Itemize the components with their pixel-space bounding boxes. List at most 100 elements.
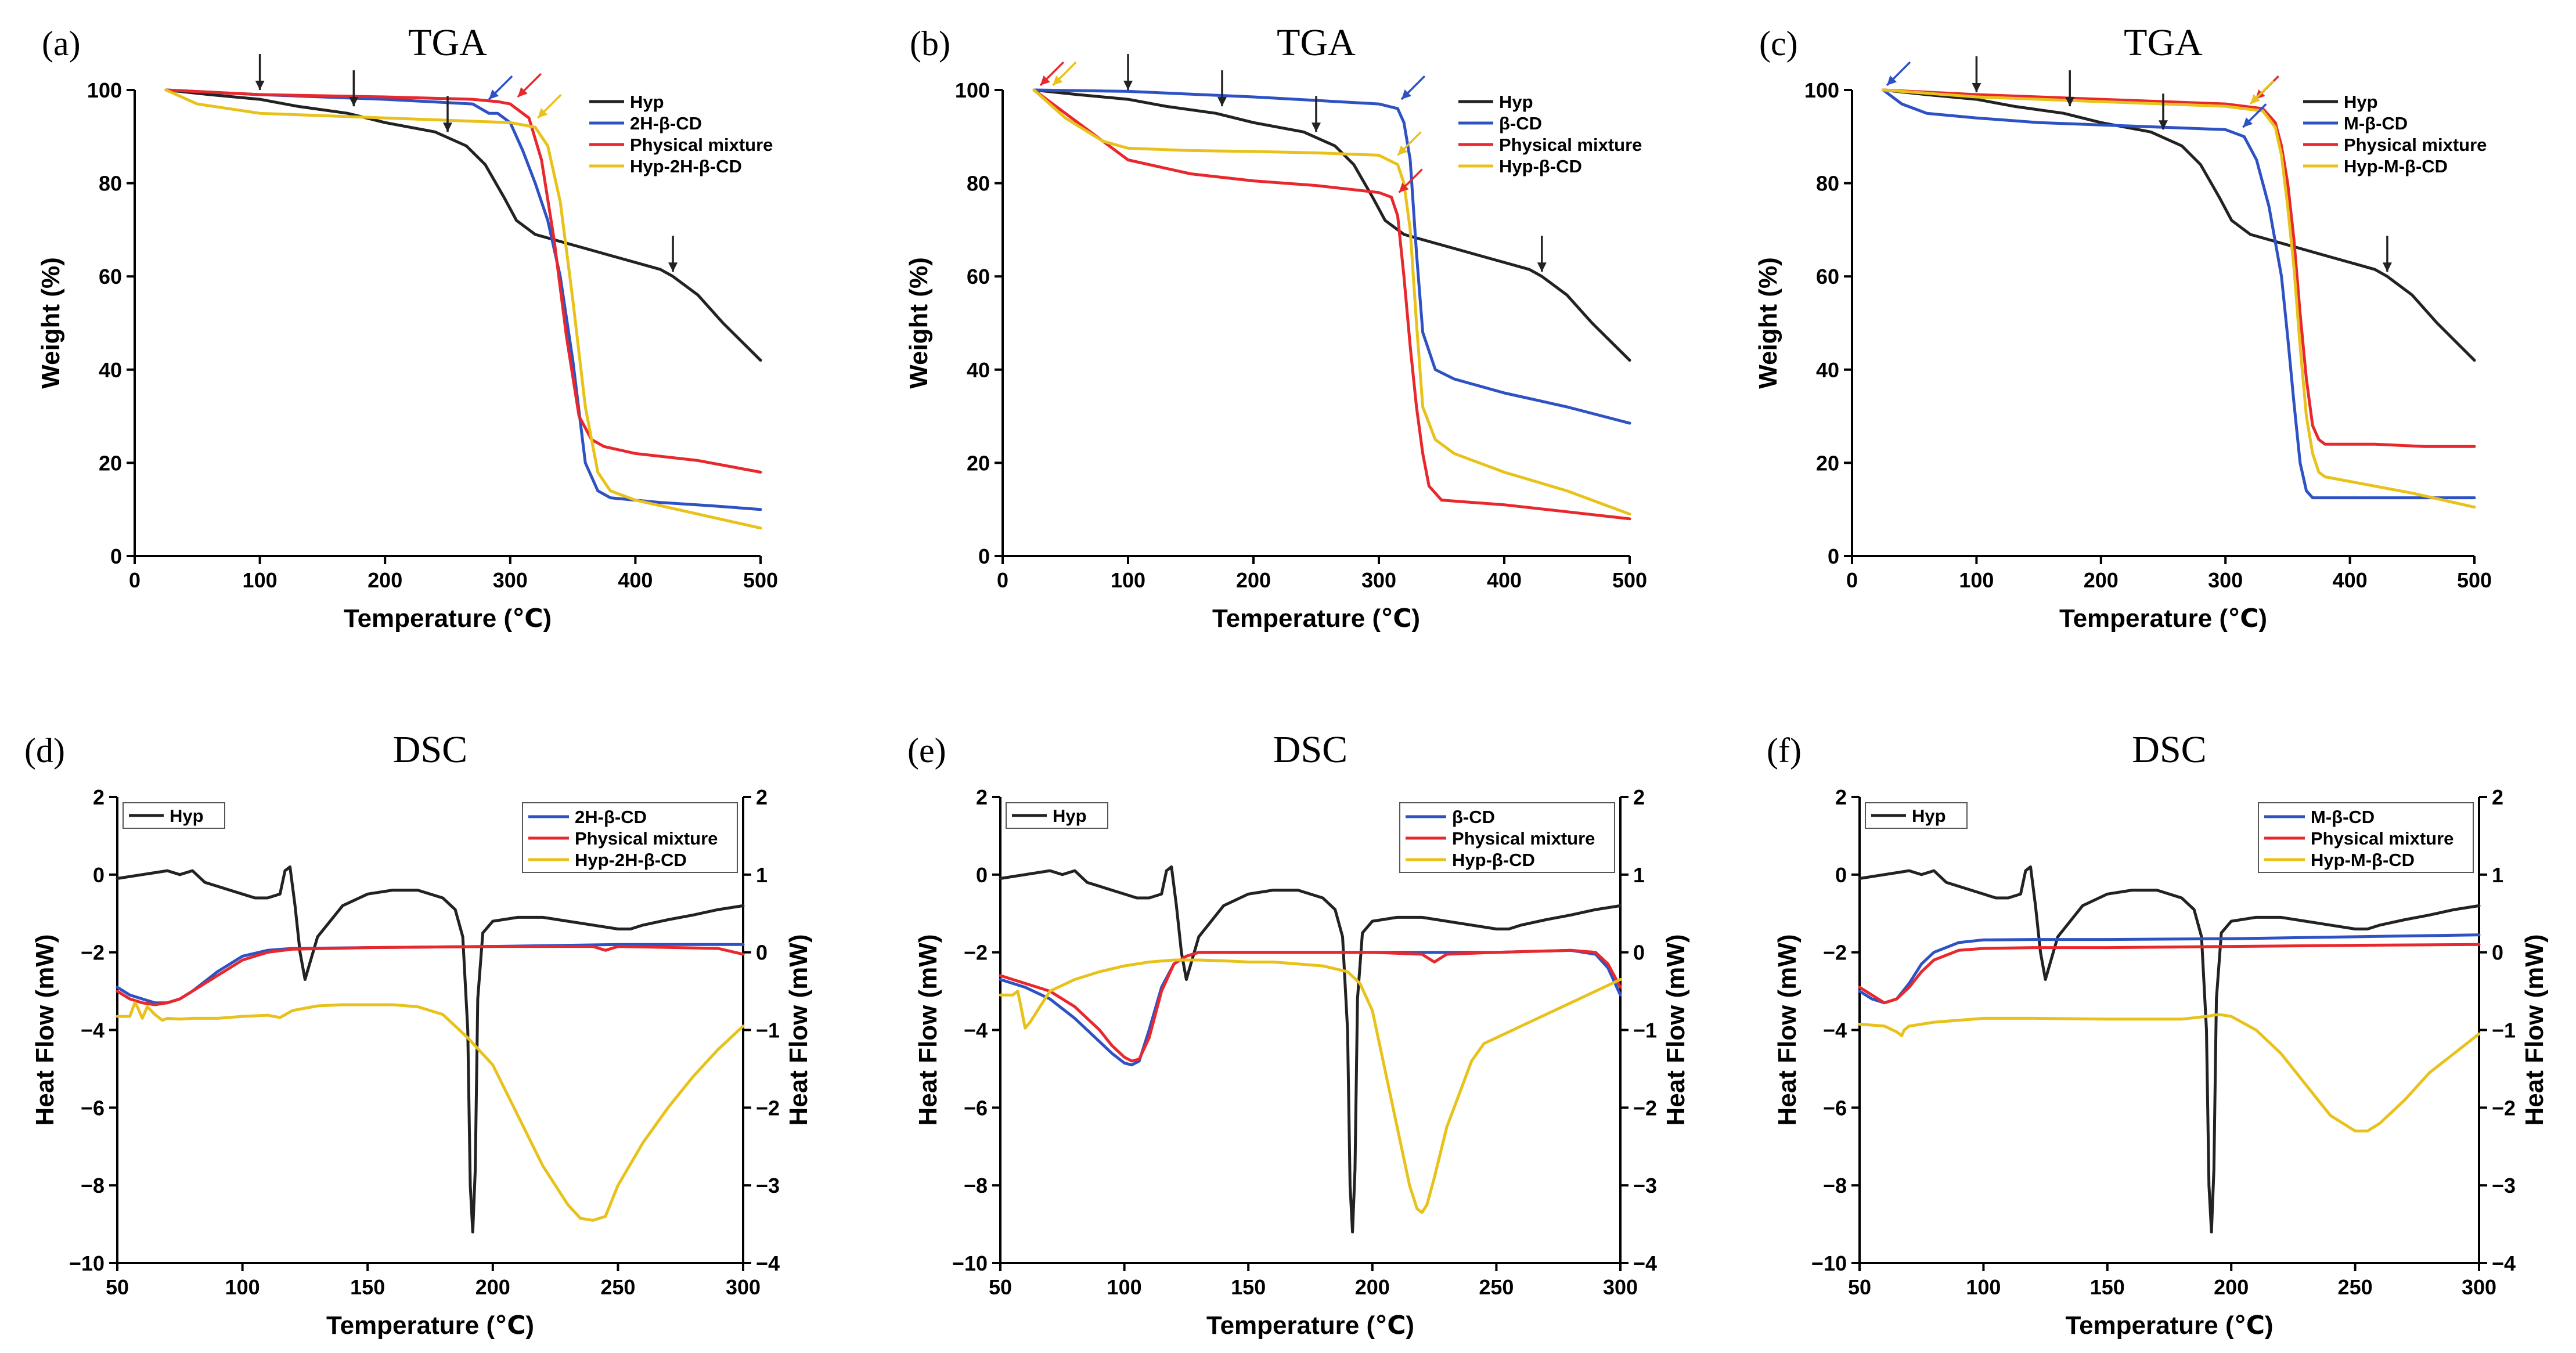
x-tick-label: 300 (1361, 568, 1396, 592)
y2-tick-label: −3 (1633, 1174, 1657, 1197)
y2-tick-label: −2 (2492, 1096, 2516, 1120)
panel-tag: (c) (1759, 24, 1798, 63)
series-line-host (1032, 88, 1631, 425)
y-tick-label: 0 (110, 544, 122, 568)
y2-tick-label: 0 (2492, 941, 2503, 965)
y-axis-title: Weight (%) (905, 257, 933, 389)
x-axis-title: Temperature (℃) (1206, 1311, 1414, 1340)
x-tick-label: 250 (600, 1275, 635, 1299)
annotation-arrowhead (443, 122, 452, 132)
panel-c: (c) TGA 0 100 200 300 400 500 0 20 40 60 80 100 Temper… (1754, 21, 2492, 633)
x-tick-label: 100 (225, 1275, 260, 1299)
panel-tag: (d) (24, 731, 65, 770)
annotation-arrowhead (2382, 262, 2392, 272)
y-tick-label: 40 (99, 358, 122, 382)
y2-tick-label: 0 (756, 941, 768, 965)
annotation-arrowhead (2250, 94, 2261, 104)
y2-tick-label: −3 (756, 1174, 780, 1197)
y-axis-title: Heat Flow (mW) (31, 935, 59, 1126)
series-line-hyp (116, 865, 745, 1233)
y-tick-label: 20 (99, 451, 122, 475)
legend-label: 2H-β-CD (630, 113, 702, 134)
y-tick-label: −4 (81, 1019, 105, 1042)
x-axis-title: Temperature (℃) (1212, 604, 1420, 633)
chart-title: TGA (2124, 21, 2203, 64)
series-line-physical (1858, 943, 2481, 1005)
annotation-arrowhead (2159, 120, 2168, 130)
legend-label: Hyp-2H-β-CD (630, 156, 742, 176)
legend-label: Hyp (1053, 806, 1087, 826)
y-tick-label: 20 (967, 451, 990, 475)
legend-label: Hyp (1912, 806, 1946, 826)
y-tick-label: 20 (1816, 451, 1839, 475)
x-tick-label: 200 (2084, 568, 2119, 592)
annotation-arrowhead (1399, 182, 1409, 193)
x-tick-label: 300 (2208, 568, 2243, 592)
series-line-host (999, 948, 1622, 1067)
y2-tick-label: 1 (1633, 863, 1645, 887)
chart-title: DSC (393, 728, 467, 771)
panel-b: (b) TGA 0 100 200 300 400 500 0 20 40 60 80 100 Temper… (905, 21, 1647, 633)
legend-label: M-β-CD (2344, 113, 2408, 134)
y2-tick-label: −4 (1633, 1251, 1657, 1275)
x-tick-label: 50 (989, 1275, 1012, 1299)
x-axis-title: Temperature (℃) (2059, 604, 2267, 633)
annotation-arrowhead (1401, 89, 1411, 100)
x-tick-label: 150 (2090, 1275, 2125, 1299)
y-tick-label: 80 (99, 172, 122, 196)
panel-tag: (b) (910, 24, 950, 63)
x-tick-label: 300 (726, 1275, 761, 1299)
y-tick-label: −6 (1823, 1096, 1847, 1120)
legend-label: M-β-CD (2311, 807, 2375, 827)
x-tick-label: 500 (1612, 568, 1647, 592)
series-line-complex (1858, 1013, 2481, 1132)
series-line-complex (1032, 88, 1631, 516)
y-tick-label: −2 (964, 941, 988, 965)
y-tick-label: −4 (964, 1019, 988, 1042)
y2-tick-label: −1 (756, 1019, 780, 1042)
x-tick-label: 300 (2462, 1275, 2496, 1299)
x-tick-label: 50 (1848, 1275, 1871, 1299)
x-tick-label: 400 (2333, 568, 2368, 592)
y2-tick-label: −2 (756, 1096, 780, 1120)
x-tick-label: 150 (350, 1275, 385, 1299)
y-tick-label: −8 (81, 1174, 105, 1197)
annotation-arrowhead (489, 89, 499, 100)
legend-label: β-CD (1499, 113, 1542, 134)
y-axis-title: Heat Flow (mW) (914, 935, 942, 1126)
x-tick-label: 300 (1603, 1275, 1638, 1299)
y2-tick-label: 2 (756, 785, 768, 809)
x-tick-label: 100 (1111, 568, 1145, 592)
y-tick-label: 100 (87, 78, 122, 102)
x-tick-label: 150 (1231, 1275, 1266, 1299)
legend-label: Hyp-M-β-CD (2311, 850, 2415, 870)
x-axis-title: Temperature (℃) (2065, 1311, 2273, 1340)
y2-axis-title: Heat Flow (mW) (2520, 935, 2549, 1126)
x-tick-label: 100 (1966, 1275, 2001, 1299)
y2-tick-label: 1 (2492, 863, 2503, 887)
series-line-host (1882, 88, 2476, 500)
y2-tick-label: −1 (1633, 1019, 1657, 1042)
y-tick-label: 40 (967, 358, 990, 382)
y-tick-label: −6 (964, 1096, 988, 1120)
y-tick-label: 80 (1816, 172, 1839, 196)
annotation-arrowhead (538, 108, 548, 118)
y-tick-label: 0 (976, 863, 988, 887)
legend-label: Hyp-M-β-CD (2344, 156, 2448, 176)
series-line-physical (164, 88, 762, 474)
panel-a: (a) TGA 0 100 200 300 400 500 0 20 40 60 80 100 Temper… (37, 21, 778, 633)
legend-label: Physical mixture (1499, 135, 1642, 155)
annotation-arrowhead (1397, 145, 1408, 156)
chart-title: DSC (2132, 728, 2206, 771)
y-axis-title: Weight (%) (1754, 257, 1782, 389)
y-tick-label: −8 (1823, 1174, 1847, 1197)
x-tick-label: 100 (243, 568, 278, 592)
annotation-arrowhead (1972, 83, 1981, 93)
annotation-arrowhead (1312, 122, 1321, 132)
x-axis-title: Temperature (℃) (344, 604, 552, 633)
y2-axis-title: Heat Flow (mW) (1662, 935, 1690, 1126)
x-tick-label: 300 (493, 568, 528, 592)
y2-tick-label: 2 (1633, 785, 1645, 809)
series-line-physical (1032, 88, 1631, 521)
